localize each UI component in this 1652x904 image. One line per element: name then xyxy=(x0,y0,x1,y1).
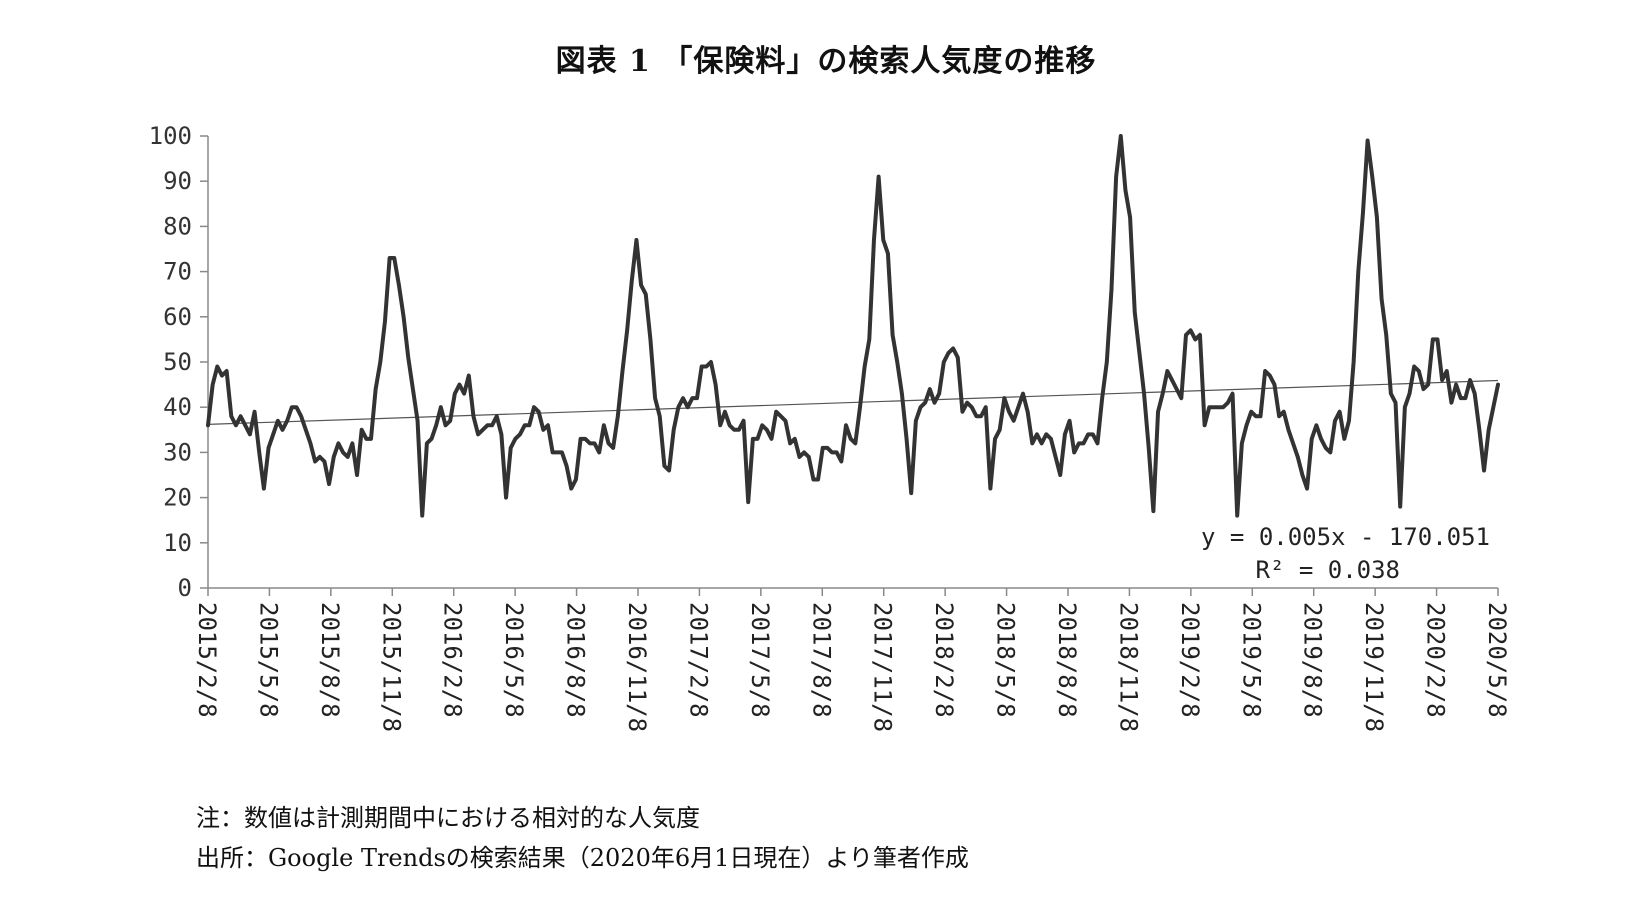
trendline xyxy=(207,379,1499,425)
x-tick-label: 2015/2/8 xyxy=(193,602,221,718)
y-tick-label: 30 xyxy=(163,438,192,466)
series-group xyxy=(206,134,1500,518)
y-tick-label: 40 xyxy=(163,393,192,421)
x-tick-label: 2020/5/8 xyxy=(1483,602,1511,718)
x-tick-label: 2019/11/8 xyxy=(1360,602,1388,732)
x-tick-label: 2019/2/8 xyxy=(1176,602,1204,718)
x-tick-label: 2015/8/8 xyxy=(316,602,344,718)
y-axis: 0 10 20 30 40 50 60 70 80 90 100 xyxy=(149,122,209,602)
x-tick-label: 2017/5/8 xyxy=(746,602,774,718)
y-tick-label: 20 xyxy=(163,484,192,512)
x-tick-label: 2017/2/8 xyxy=(684,602,712,718)
x-tick-label: 2018/5/8 xyxy=(992,602,1020,718)
x-axis: 2015/2/8 2015/5/8 2015/8/8 2015/11/8 2016/2/… xyxy=(193,587,1511,732)
trendline-equation: y = 0.005x - 170.051 xyxy=(1201,523,1490,551)
y-tick-label: 10 xyxy=(163,529,192,557)
note-text: 注：数値は計測期間中における相対的な人気度 xyxy=(196,804,700,832)
x-tick-label: 2020/2/8 xyxy=(1422,602,1450,718)
trendline-annotation: y = 0.005x - 170.051 R² = 0.038 xyxy=(1201,523,1490,584)
x-tick-label: 2019/5/8 xyxy=(1237,602,1265,718)
y-tick-label: 80 xyxy=(163,212,192,240)
trendline-r2: R² = 0.038 xyxy=(1256,556,1401,584)
x-tick-label: 2018/8/8 xyxy=(1053,602,1081,718)
y-tick-label: 0 xyxy=(178,574,192,602)
x-tick-label: 2016/2/8 xyxy=(439,602,467,718)
x-tick-label: 2015/5/8 xyxy=(254,602,282,718)
x-tick-label: 2016/11/8 xyxy=(623,602,651,732)
x-tick-label: 2016/8/8 xyxy=(562,602,590,718)
y-tick-label: 100 xyxy=(149,122,192,150)
x-tick-label: 2019/8/8 xyxy=(1299,602,1327,718)
y-tick-label: 50 xyxy=(163,348,192,376)
chart-title: 図表 1 「保険料」の検索人気度の推移 xyxy=(555,44,1097,79)
y-tick-label: 60 xyxy=(163,303,192,331)
y-tick-label: 70 xyxy=(163,258,192,286)
x-tick-label: 2017/8/8 xyxy=(807,602,835,718)
source-text: 出所：Google Trendsの検索結果（2020年6月1日現在）より筆者作成 xyxy=(196,844,969,872)
y-tick-label: 90 xyxy=(163,167,192,195)
x-tick-label: 2017/11/8 xyxy=(869,602,897,732)
x-tick-label: 2016/5/8 xyxy=(500,602,528,718)
x-tick-label: 2018/2/8 xyxy=(930,602,958,718)
series-line xyxy=(206,134,1500,518)
x-tick-label: 2018/11/8 xyxy=(1114,602,1142,732)
trendline-line xyxy=(207,379,1499,425)
x-tick-label: 2015/11/8 xyxy=(377,602,405,732)
